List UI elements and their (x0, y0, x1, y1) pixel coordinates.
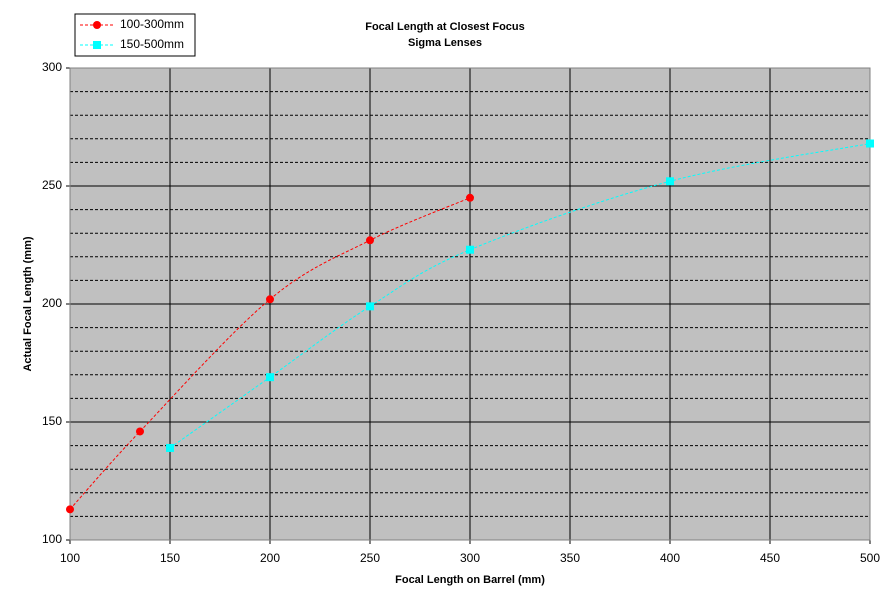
point (66, 505, 74, 514)
legend-label: 100-300mm (120, 17, 184, 31)
legend-label: 150-500mm (120, 37, 184, 51)
series-line (169, 143, 871, 449)
legend-marker (93, 41, 101, 49)
point (466, 193, 474, 202)
point (366, 236, 374, 245)
y-tick-label: 300 (42, 60, 62, 74)
point (266, 373, 274, 382)
point (136, 427, 144, 436)
chart-subtitle: Sigma Lenses (408, 37, 482, 49)
y-axis-label: Actual Focal Length (mm) (22, 236, 34, 371)
y-tick-label: 250 (42, 178, 62, 192)
legend-marker (93, 21, 101, 29)
chart-title: Focal Length at Closest Focus (365, 21, 525, 33)
x-tick-label: 450 (760, 551, 780, 565)
point (366, 302, 374, 311)
plot-border (69, 67, 871, 541)
x-tick-label: 200 (260, 551, 280, 565)
x-tick-label: 100 (60, 551, 80, 565)
point (466, 245, 474, 254)
x-axis-label: Focal Length on Barrel (mm) (395, 574, 545, 586)
point (166, 443, 174, 452)
point (866, 139, 874, 148)
x-tick-label: 350 (560, 551, 580, 565)
y-tick-label: 100 (42, 532, 62, 546)
x-tick-label: 150 (160, 551, 180, 565)
x-tick-label: 250 (360, 551, 380, 565)
x-tick-label: 300 (460, 551, 480, 565)
x-tick-label: 400 (660, 551, 680, 565)
x-tick-label: 500 (860, 551, 880, 565)
y-tick-label: 200 (42, 296, 62, 310)
point (666, 177, 674, 186)
point (266, 295, 274, 304)
y-tick-label: 150 (42, 414, 62, 428)
series-line (69, 197, 471, 510)
